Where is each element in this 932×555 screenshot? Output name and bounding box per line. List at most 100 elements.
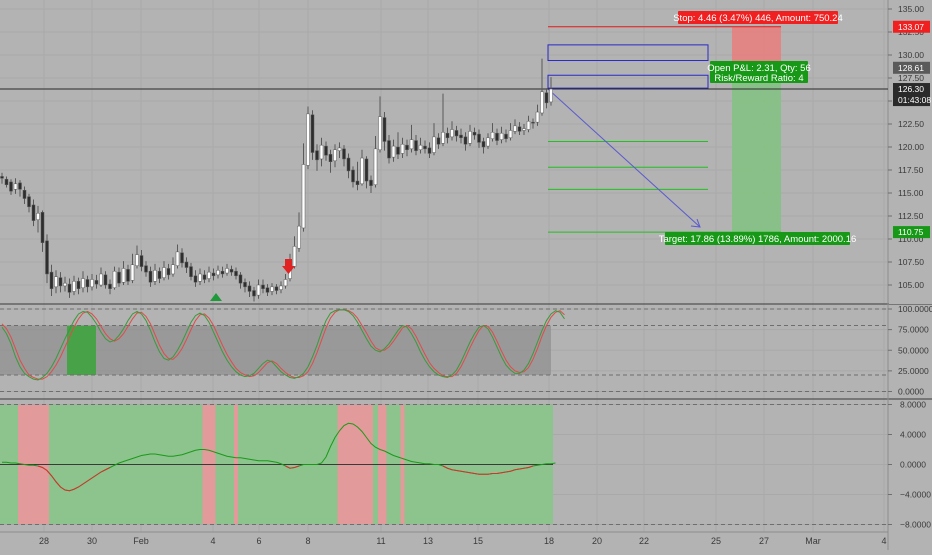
- candle[interactable]: [81, 271, 85, 293]
- candle[interactable]: [220, 266, 225, 278]
- candle[interactable]: [414, 135, 418, 156]
- candle[interactable]: [324, 141, 328, 161]
- stoch-k-line[interactable]: [1, 309, 565, 381]
- price-badge[interactable]: [893, 94, 930, 107]
- candle[interactable]: [130, 253, 135, 284]
- candle[interactable]: [31, 199, 36, 227]
- oscillator-panel[interactable]: [0, 404, 888, 525]
- candle[interactable]: [540, 58, 544, 116]
- candle[interactable]: [472, 127, 477, 140]
- candle[interactable]: [270, 283, 274, 296]
- candle[interactable]: [274, 284, 279, 295]
- candlestick-series[interactable]: [0, 58, 553, 302]
- candle[interactable]: [418, 137, 423, 154]
- price-badge[interactable]: [893, 61, 930, 74]
- candle[interactable]: [171, 257, 175, 277]
- candle[interactable]: [346, 153, 351, 179]
- candle[interactable]: [364, 156, 369, 189]
- candle[interactable]: [234, 267, 238, 280]
- candle[interactable]: [544, 88, 549, 109]
- candle[interactable]: [252, 286, 256, 302]
- candle[interactable]: [445, 127, 450, 144]
- candle[interactable]: [283, 273, 288, 289]
- candle[interactable]: [387, 135, 391, 164]
- candle[interactable]: [198, 268, 202, 285]
- candle[interactable]: [27, 193, 31, 213]
- candle[interactable]: [13, 178, 18, 194]
- candle[interactable]: [225, 263, 229, 276]
- stop-zone[interactable]: [732, 26, 781, 68]
- candle[interactable]: [297, 212, 301, 252]
- candle[interactable]: [144, 261, 148, 277]
- target-zone[interactable]: [732, 67, 781, 233]
- stochastic-panel[interactable]: [0, 308, 888, 392]
- candle[interactable]: [148, 266, 153, 287]
- candle[interactable]: [355, 161, 360, 191]
- candle[interactable]: [202, 270, 207, 284]
- candle[interactable]: [441, 93, 445, 147]
- candle[interactable]: [409, 124, 414, 153]
- candle[interactable]: [468, 124, 472, 147]
- projection-line[interactable]: [547, 88, 701, 228]
- candle[interactable]: [76, 277, 81, 295]
- candle[interactable]: [238, 272, 243, 289]
- candle[interactable]: [315, 144, 319, 171]
- candle[interactable]: [382, 112, 387, 151]
- candle[interactable]: [531, 118, 535, 129]
- candle[interactable]: [508, 123, 513, 141]
- candle[interactable]: [535, 104, 540, 126]
- candle[interactable]: [180, 248, 184, 268]
- price-badge[interactable]: [893, 226, 930, 239]
- candle[interactable]: [216, 265, 220, 279]
- candle[interactable]: [9, 179, 13, 195]
- candle[interactable]: [189, 262, 193, 281]
- candle[interactable]: [526, 115, 531, 133]
- candle[interactable]: [207, 266, 211, 283]
- candle[interactable]: [193, 270, 198, 287]
- candle[interactable]: [427, 142, 432, 159]
- candle[interactable]: [90, 273, 94, 291]
- candle[interactable]: [243, 278, 247, 293]
- candle[interactable]: [184, 257, 189, 274]
- candle[interactable]: [333, 144, 337, 168]
- candle[interactable]: [481, 137, 486, 154]
- open-pnl-label[interactable]: Open P&L: 2.31, Qty: 56 Risk/Reward Rati…: [707, 61, 811, 84]
- candle[interactable]: [517, 122, 522, 136]
- candle[interactable]: [522, 124, 526, 136]
- time-axis[interactable]: 28 30 Feb 4 6 8 11 13 15 18 20 22 25 27 Mar 4: [39, 536, 887, 546]
- candle[interactable]: [405, 139, 409, 157]
- candle[interactable]: [157, 267, 162, 284]
- candle[interactable]: [450, 121, 454, 141]
- candle[interactable]: [301, 143, 306, 232]
- candle[interactable]: [396, 132, 400, 159]
- candle[interactable]: [94, 274, 99, 289]
- candle[interactable]: [490, 123, 495, 142]
- price-badge[interactable]: [893, 83, 930, 96]
- candle[interactable]: [112, 266, 117, 290]
- candle[interactable]: [45, 234, 49, 284]
- candle[interactable]: [400, 137, 405, 159]
- candle[interactable]: [337, 142, 342, 159]
- candle[interactable]: [306, 106, 310, 170]
- candle[interactable]: [436, 133, 441, 149]
- candle[interactable]: [166, 263, 171, 280]
- candle[interactable]: [72, 275, 76, 296]
- candle[interactable]: [126, 264, 130, 285]
- price-axis[interactable]: 135.00132.50130.00127.50125.00122.50120.…: [888, 0, 932, 304]
- candle[interactable]: [4, 176, 9, 188]
- candle[interactable]: [513, 119, 517, 135]
- candle[interactable]: [459, 128, 463, 144]
- arrow-down-marker-icon[interactable]: [282, 259, 295, 274]
- candle[interactable]: [265, 284, 270, 297]
- candle[interactable]: [549, 77, 553, 106]
- candle[interactable]: [247, 281, 252, 297]
- candle[interactable]: [153, 263, 157, 285]
- candle[interactable]: [135, 245, 139, 269]
- candle[interactable]: [486, 133, 490, 149]
- candle[interactable]: [423, 140, 427, 154]
- candle[interactable]: [499, 126, 504, 144]
- candle[interactable]: [108, 279, 112, 295]
- candle[interactable]: [279, 281, 283, 294]
